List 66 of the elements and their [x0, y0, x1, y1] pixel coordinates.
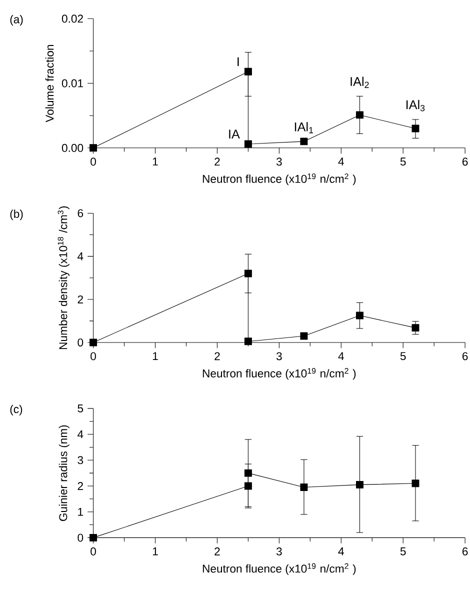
point: [89, 534, 97, 542]
x-tick-label: 3: [276, 352, 282, 360]
point: [412, 124, 420, 132]
x-tick-label: 3: [276, 547, 282, 556]
x-tick-label: 6: [462, 547, 468, 556]
y-tick-label: 0.02: [62, 14, 83, 23]
point: [300, 484, 308, 492]
y-tick-label: 1: [78, 508, 83, 516]
y-tick-label: 4: [77, 252, 84, 260]
x-tick-label: 1: [152, 547, 158, 556]
y-tick-label: 6: [78, 209, 83, 218]
point: [244, 140, 252, 148]
x-tick-label: 6: [462, 352, 468, 360]
x-axis-title: Neutron fluence (x10$^{19}$ n/cm$^{2}$ ): [202, 173, 356, 186]
x-tick-label: 5: [400, 158, 406, 166]
y-axis-title: Guinier radius (nm): [58, 425, 70, 521]
y-axis-title: Volume fraction: [45, 45, 54, 122]
x-tick-label: 4: [338, 158, 344, 166]
x-tick-label: 2: [214, 547, 220, 556]
point: [244, 68, 252, 76]
point: [89, 338, 97, 346]
y-tick-label: 0: [78, 338, 83, 346]
x-tick-label: 0: [90, 352, 96, 360]
point: [300, 332, 308, 340]
annotation: IAl$_{2}$: [350, 76, 369, 88]
annotation: I: [237, 57, 239, 66]
chart-title: (b): [10, 210, 23, 220]
point: [300, 138, 308, 146]
x-tick-label: 4: [338, 547, 344, 556]
point: [356, 480, 364, 488]
point: [356, 111, 364, 119]
y-axis-title: Number density (x10$^{18}$ /cm$^{3}$): [58, 206, 70, 350]
x-axis-title: Neutron fluence (x10$^{19}$ n/cm$^{2}$ ): [202, 563, 356, 575]
x-tick-label: 6: [462, 158, 468, 166]
x-tick-label: 5: [400, 352, 406, 360]
annotation: IA: [228, 130, 240, 138]
x-tick-label: 3: [276, 158, 282, 166]
x-tick-label: 4: [338, 352, 344, 360]
point: [244, 338, 252, 346]
point: [244, 482, 252, 490]
x-tick-label: 2: [214, 158, 220, 166]
y-tick-label: 2: [78, 295, 83, 304]
y-tick-label: 5: [78, 404, 83, 412]
y-tick-label: 4: [77, 430, 84, 438]
annotation: IAl$_{1}$: [294, 122, 313, 134]
point: [244, 270, 252, 278]
y-tick-label: 2: [78, 482, 83, 490]
point: [89, 144, 97, 152]
chart-title: (c): [10, 404, 22, 416]
y-tick-label: 0.01: [62, 79, 83, 88]
x-tick-label: 2: [214, 352, 220, 360]
y-tick-label: 0: [78, 534, 83, 542]
point: [412, 480, 420, 488]
point: [412, 324, 420, 332]
x-tick-label: 0: [90, 547, 96, 556]
y-tick-label: 3: [78, 456, 83, 464]
x-tick-label: 0: [90, 158, 96, 166]
annotation: IAl$_{3}$: [406, 100, 424, 112]
point: [244, 469, 252, 477]
x-axis-title: Neutron fluence (x10$^{19}$ n/cm$^{2}$ ): [202, 368, 356, 380]
x-tick-label: 1: [152, 352, 158, 360]
x-tick-label: 5: [400, 547, 406, 556]
x-tick-label: 1: [152, 158, 158, 166]
point: [356, 312, 364, 320]
y-tick-label: 0.00: [62, 144, 83, 152]
chart-title: (a): [10, 15, 23, 26]
